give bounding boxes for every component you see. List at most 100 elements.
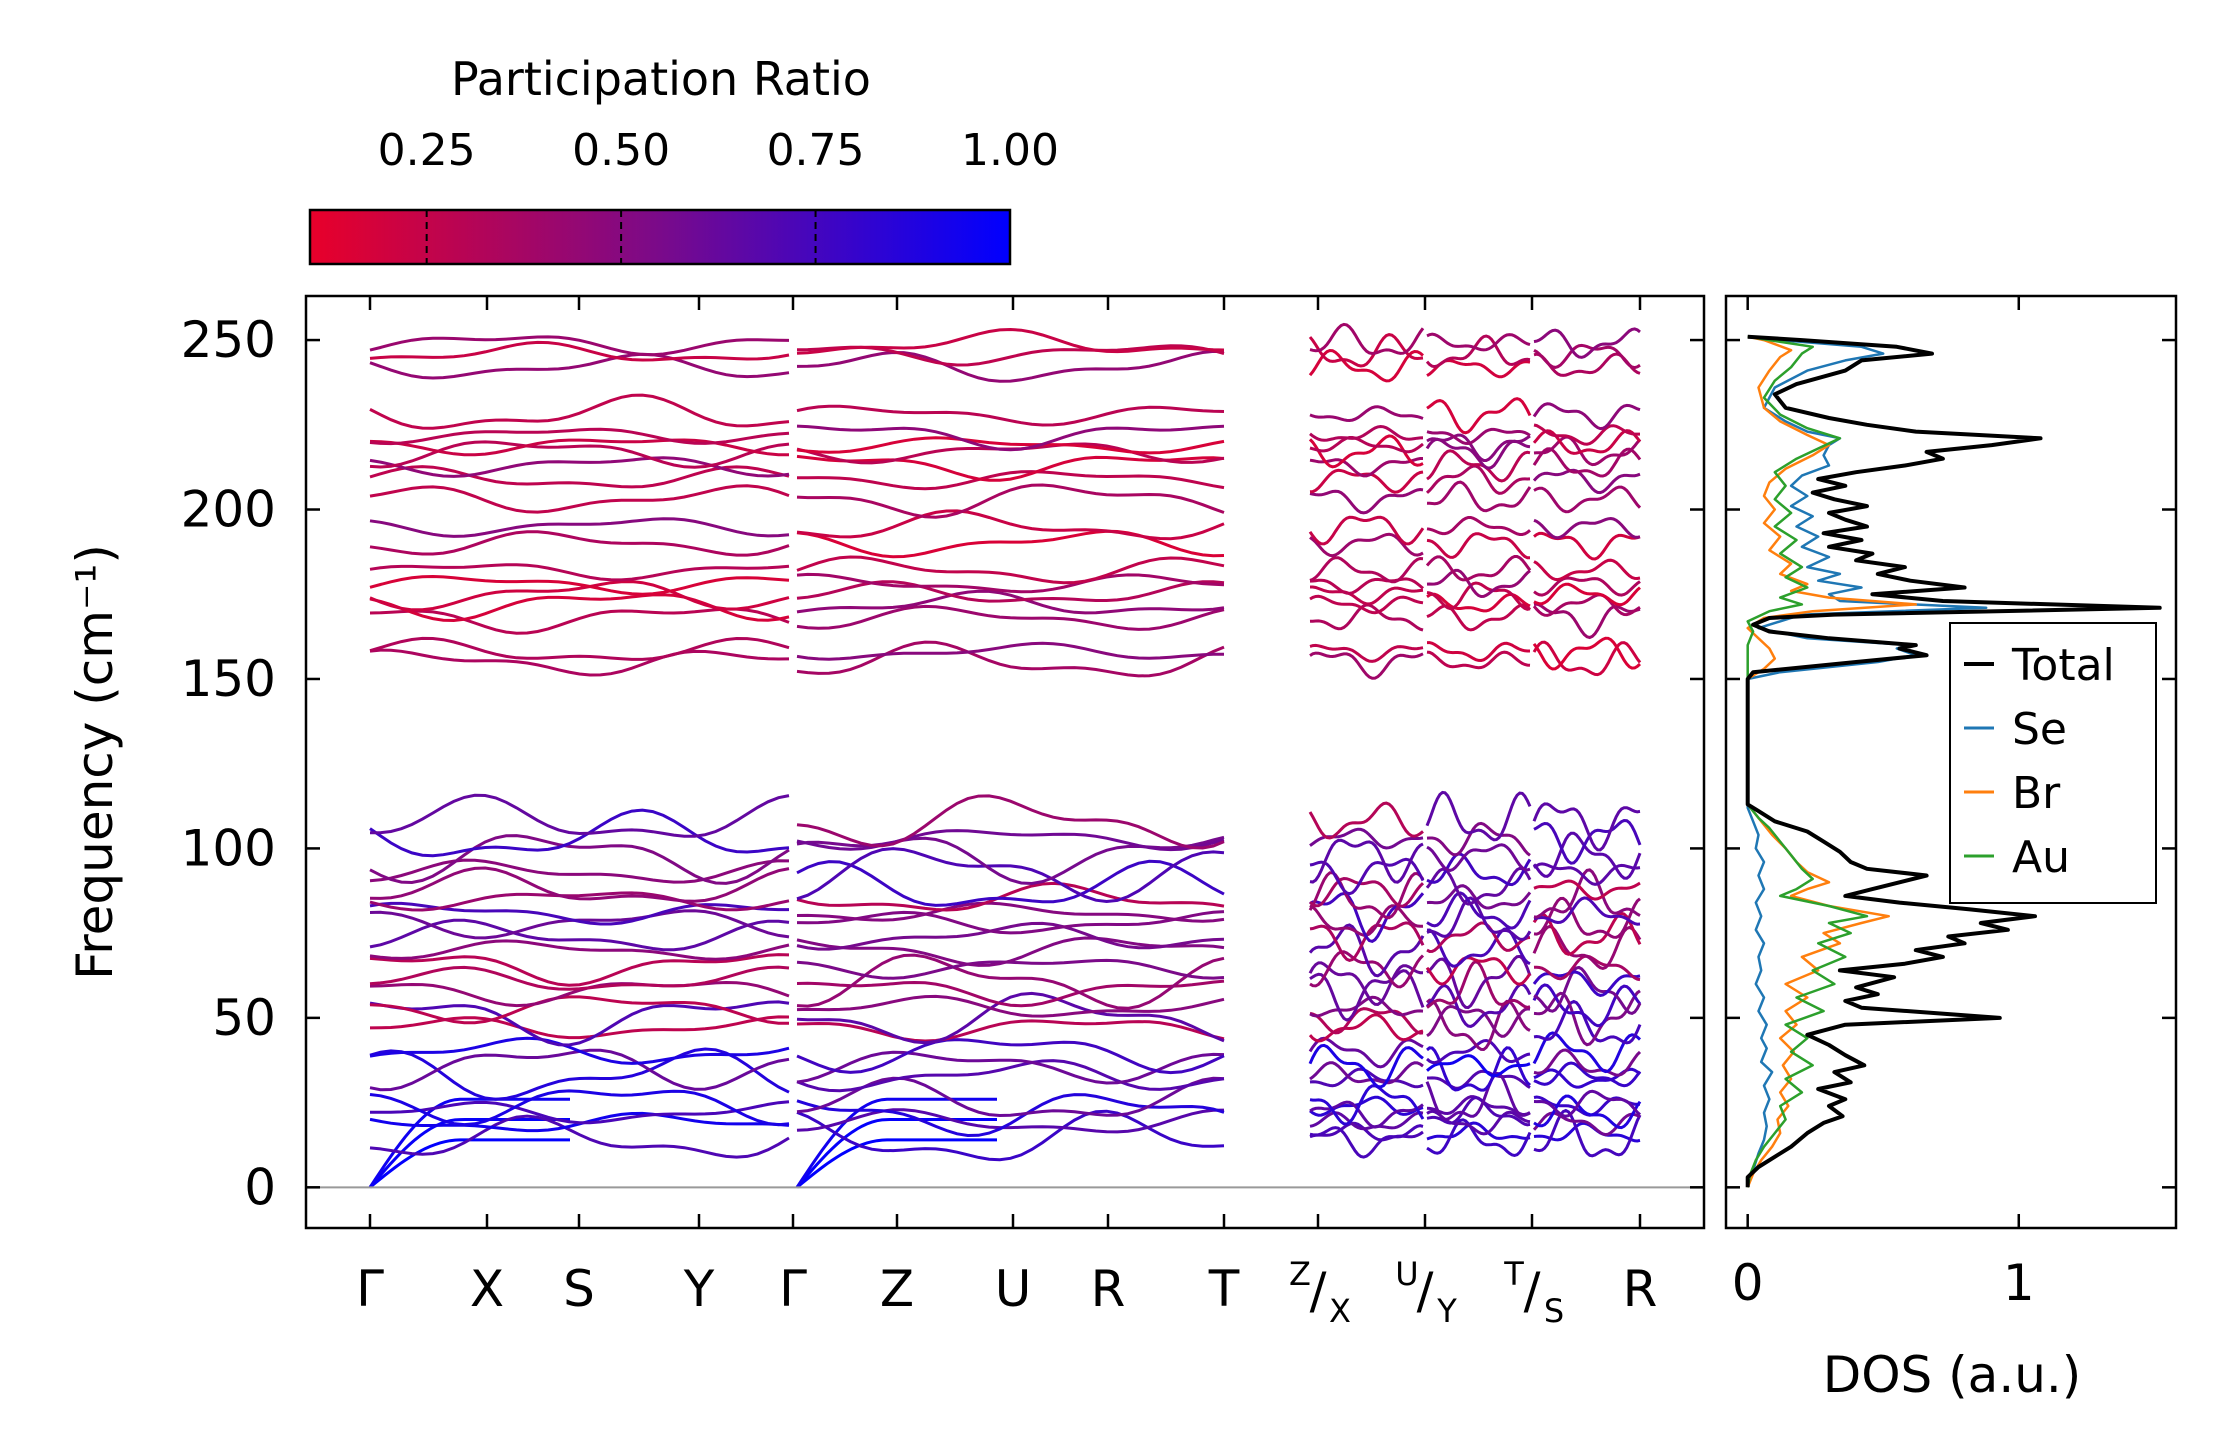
y-tick-label: 150 <box>181 650 276 708</box>
y-tick-label: 0 <box>244 1158 276 1216</box>
phonon-branch <box>796 979 1225 1008</box>
phonon-branch <box>796 555 1225 585</box>
phonon-branch <box>1309 643 1424 663</box>
k-point-label-sub: S <box>1544 1292 1564 1330</box>
phonon-branch <box>1533 582 1641 607</box>
phonon-branch <box>1533 602 1641 640</box>
phonon-branch <box>1309 1124 1424 1159</box>
phonon-branch <box>1309 436 1424 454</box>
phonon-branch <box>796 1093 1225 1138</box>
phonon-branch <box>1309 995 1424 1018</box>
phonon-branch <box>1308 348 1424 383</box>
dos-curves <box>1745 334 2162 1188</box>
phonon-branch <box>369 808 790 858</box>
phonon-branch <box>369 918 790 952</box>
phonon-branch <box>369 456 790 478</box>
k-point-label: T <box>1208 1260 1240 1318</box>
phonon-branch <box>1426 397 1532 435</box>
k-point-label: Z <box>880 1260 914 1318</box>
phonon-bands <box>368 322 1642 1189</box>
phonon-branch <box>1309 1100 1424 1129</box>
phonon-branch <box>796 881 1225 912</box>
phonon-branch <box>1308 801 1424 840</box>
phonon-branch <box>796 859 1225 907</box>
phonon-branch <box>1308 1036 1424 1069</box>
dos-curve-br <box>1746 335 1918 1188</box>
phonon-branch <box>797 470 1225 491</box>
phonon-branch <box>1425 334 1531 369</box>
dos-axes-frame <box>1724 294 2178 1230</box>
phonon-branch <box>1533 879 1641 901</box>
phonon-branch <box>796 572 1225 594</box>
phonon-branch <box>1426 1046 1532 1092</box>
phonon-branch <box>796 1038 1225 1075</box>
k-point-label: Γ <box>779 1260 807 1318</box>
phonon-branch <box>1533 531 1641 561</box>
phonon-branch <box>1309 1007 1424 1035</box>
phonon-branch <box>1426 480 1532 513</box>
phonon-branch <box>1425 555 1532 582</box>
phonon-branch <box>1425 790 1532 842</box>
phonon-branch <box>1533 868 1641 919</box>
phonon-branch <box>1308 1043 1424 1089</box>
phonon-branch <box>369 1015 790 1040</box>
phonon-branch <box>796 404 1225 427</box>
phonon-branch <box>1426 896 1532 942</box>
phonon-branch <box>1533 435 1642 467</box>
phonon-branch <box>1532 831 1642 880</box>
phonon-branch <box>796 994 1225 1018</box>
phonon-branch <box>369 1048 790 1092</box>
phonon-branch <box>1426 332 1531 352</box>
phonon-branch <box>1533 485 1642 514</box>
phonon-branch <box>1532 802 1641 852</box>
phonon-branch <box>1426 960 1531 1009</box>
phonon-branch <box>796 958 1225 980</box>
phonon-branch <box>1309 1111 1424 1131</box>
phonon-branch <box>796 921 1225 951</box>
phonon-branch <box>796 794 1225 850</box>
phonon-branch <box>796 847 1225 904</box>
phonon-branch <box>369 1036 790 1065</box>
phonon-branch <box>1309 487 1424 515</box>
phonon-branch <box>796 349 1225 383</box>
phonon-branch <box>1309 594 1424 615</box>
phonon-branch <box>1309 322 1425 356</box>
phonon-branch <box>796 483 1225 519</box>
phonon-branch <box>796 640 1225 678</box>
phonon-branch <box>1309 1084 1425 1126</box>
phonon-branch <box>1426 891 1532 930</box>
dos-legend: Total Se Br Au <box>1949 622 2157 904</box>
y-tick-label: 50 <box>212 989 276 1047</box>
phonon-branch <box>369 530 790 557</box>
phonon-branch <box>1533 423 1640 446</box>
phonon-branch <box>796 424 1225 452</box>
phonon-branch <box>796 1109 1225 1162</box>
k-point-label-sub: X <box>1329 1292 1351 1330</box>
phonon-branch <box>1533 1108 1642 1158</box>
phonon-branch <box>795 1097 997 1189</box>
phonon-branch <box>1425 982 1532 1028</box>
k-point-label: R <box>1091 1260 1126 1318</box>
phonon-branch <box>1426 821 1531 857</box>
phonon-branch <box>369 1089 790 1127</box>
band-axes-frame <box>304 294 1706 1230</box>
phonon-branch <box>1533 896 1641 926</box>
phonon-branch <box>1309 857 1425 896</box>
k-point-slash: / <box>1417 1262 1434 1320</box>
phonon-branch <box>796 454 1225 482</box>
legend-label-total: Total <box>2011 640 2115 691</box>
frequency-axis-ticks: 0 50 100 150 200 250 <box>181 311 1704 1216</box>
k-point-label: R <box>1623 1260 1658 1318</box>
y-tick-label: 200 <box>181 481 276 539</box>
phonon-branch <box>1308 515 1425 546</box>
phonon-branch <box>1308 333 1424 368</box>
y-tick-label: 100 <box>181 819 276 877</box>
phonon-branch <box>369 563 790 582</box>
colorbar-tick-label: 0.50 <box>572 125 670 176</box>
phonon-branch <box>368 1097 570 1189</box>
phonon-branch <box>1426 449 1531 483</box>
phonon-branch <box>1308 923 1425 978</box>
phonon-branch <box>1533 343 1641 370</box>
phonon-branch <box>1425 1071 1531 1121</box>
